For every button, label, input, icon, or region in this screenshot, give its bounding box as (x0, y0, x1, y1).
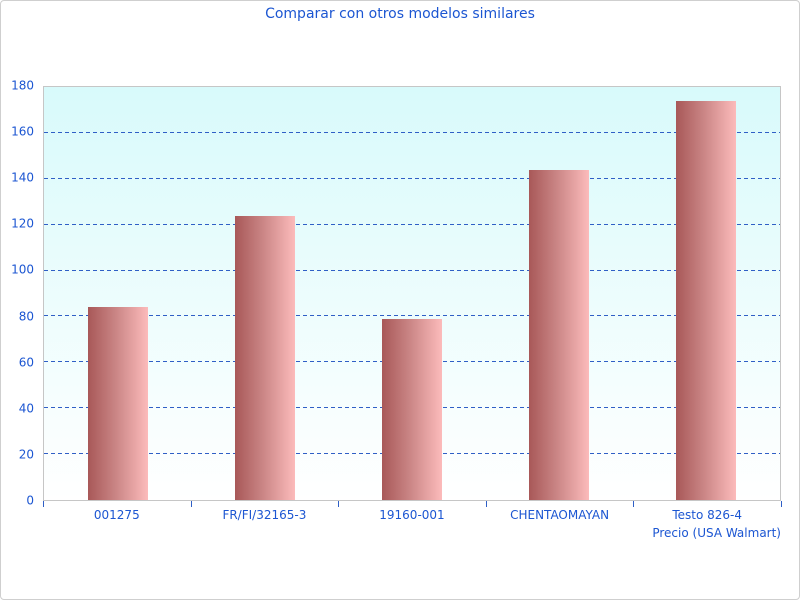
y-axis-tick-label: 40 (18, 401, 34, 416)
gridline (44, 131, 780, 133)
y-axis-tick-label: 60 (18, 355, 34, 370)
y-axis-tick-label: 80 (18, 309, 34, 324)
x-axis-tick (43, 501, 44, 507)
gridline (44, 223, 780, 225)
bar (529, 169, 590, 500)
x-axis-tick (781, 501, 782, 507)
bar (234, 215, 295, 500)
x-axis-category-label: CHENTAOMAYAN (510, 508, 610, 522)
gridline (44, 269, 780, 271)
y-axis-tick-label: 120 (11, 216, 34, 231)
x-axis-category-label: 001275 (93, 508, 140, 522)
x-axis-category-label: 19160-001 (379, 508, 445, 522)
x-axis-category-label: FR/FI/32165-3 (222, 508, 307, 522)
bar (676, 100, 737, 500)
y-axis-tick-label: 20 (18, 447, 34, 462)
x-axis-tick (633, 501, 635, 507)
plot-area (43, 86, 781, 501)
y-axis-tick-label: 100 (11, 262, 34, 277)
x-axis-tick (190, 501, 192, 507)
x-axis-note: Precio (USA Walmart) (652, 526, 781, 540)
y-axis-tick-label: 0 (26, 493, 34, 508)
x-axis-tick (485, 501, 487, 507)
y-axis-tick-label: 140 (11, 170, 34, 185)
x-axis-category-label: Testo 826-4 (672, 508, 743, 522)
gridline (44, 315, 780, 317)
plot-region: Precio (USA Walmart) 0 20 40 60 80 100 120 140 1… (11, 79, 782, 540)
bar (87, 307, 148, 500)
bar (382, 318, 442, 500)
y-axis-tick-label: 180 (11, 78, 34, 93)
chart-title: Comparar con otros modelos similares (265, 6, 535, 22)
x-axis-tick (338, 501, 340, 507)
y-axis-tick-label: 160 (11, 124, 34, 139)
gridline (44, 177, 780, 179)
